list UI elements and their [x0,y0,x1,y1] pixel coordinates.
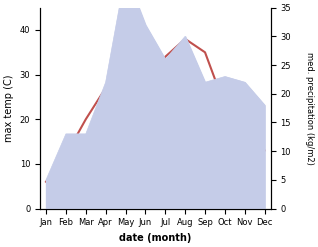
Y-axis label: med. precipitation (kg/m2): med. precipitation (kg/m2) [305,52,314,165]
Y-axis label: max temp (C): max temp (C) [4,74,14,142]
X-axis label: date (month): date (month) [119,233,191,243]
